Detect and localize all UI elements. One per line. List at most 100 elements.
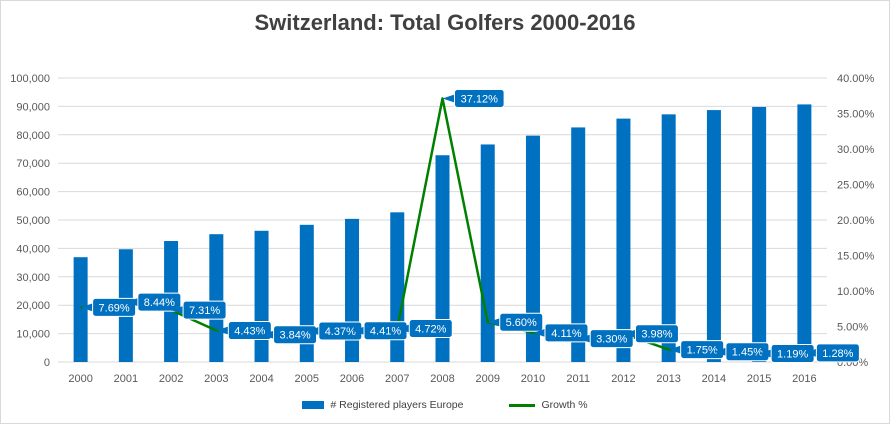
bar (480, 144, 495, 362)
label-box (408, 318, 453, 338)
label-box (544, 323, 589, 343)
bar (435, 155, 450, 362)
bar (571, 127, 586, 362)
growth-data-label: 7.69% (80, 297, 137, 317)
y-right-tick-label: 35.00% (837, 109, 875, 121)
bar (797, 104, 812, 363)
label-box (92, 297, 137, 317)
y-left-tick-label: 100,000 (10, 73, 50, 85)
label-text: 1.45% (732, 347, 763, 359)
label-pointer (352, 326, 365, 335)
label-text: 8.44% (144, 297, 175, 309)
x-tick-label: 2004 (249, 373, 273, 385)
label-pointer (442, 94, 455, 103)
label-pointer (171, 306, 184, 315)
x-tick-label: 2009 (475, 373, 499, 385)
legend-item-growth[interactable]: Growth % (509, 399, 588, 411)
y-left-tick-label: 30,000 (16, 272, 50, 284)
growth-data-label: 7.31% (171, 300, 227, 320)
label-box (815, 343, 860, 363)
chart-legend: # Registered players Europe Growth % (0, 399, 890, 411)
y-left-tick-label: 80,000 (16, 130, 50, 142)
label-text: 4.41% (370, 326, 401, 338)
x-tick-label: 2000 (68, 373, 92, 385)
bar (752, 106, 767, 362)
label-box (634, 324, 679, 344)
bar (254, 230, 269, 362)
growth-data-label: 8.44% (125, 292, 182, 312)
label-pointer (759, 349, 772, 358)
growth-data-label: 1.19% (759, 344, 815, 364)
label-pointer (532, 328, 545, 337)
growth-data-label: 3.30% (578, 329, 634, 349)
legend-item-players[interactable]: # Registered players Europe (302, 399, 463, 411)
label-box (137, 292, 182, 312)
label-box (499, 312, 544, 332)
x-tick-label: 2012 (611, 373, 635, 385)
label-pointer (261, 330, 274, 339)
y-left-tick-label: 50,000 (16, 215, 50, 227)
y-left-tick-label: 0 (44, 357, 50, 369)
bar (661, 114, 676, 363)
label-pointer (80, 303, 93, 312)
x-tick-label: 2006 (340, 373, 364, 385)
bar (73, 257, 88, 362)
label-text: 1.75% (687, 345, 718, 357)
chart-title: Switzerland: Total Golfers 2000-2016 (254, 10, 636, 35)
growth-data-label: 37.12% (442, 88, 505, 108)
y-right-tick-label: 15.00% (837, 251, 875, 263)
x-tick-label: 2003 (204, 373, 228, 385)
label-text: 5.60% (506, 317, 537, 329)
y-right-tick-label: 25.00% (837, 180, 875, 192)
x-tick-label: 2011 (566, 373, 590, 385)
label-box (227, 321, 272, 341)
label-pointer (487, 318, 500, 327)
x-tick-label: 2015 (747, 373, 771, 385)
y-right-tick-label: 30.00% (837, 144, 875, 156)
bar (209, 234, 224, 362)
label-text: 3.30% (596, 334, 627, 346)
growth-data-label: 5.60% (487, 312, 544, 332)
label-text: 37.12% (461, 93, 499, 105)
growth-data-label: 1.28% (804, 343, 860, 363)
label-text: 4.11% (551, 328, 582, 340)
x-tick-label: 2013 (656, 373, 680, 385)
y-right-tick-label: 5.00% (837, 322, 868, 334)
y-right-tick-label: 10.00% (837, 286, 875, 298)
bar (525, 135, 540, 362)
growth-data-label: 4.11% (532, 323, 589, 343)
x-tick-label: 2007 (385, 373, 409, 385)
growth-data-label: 4.37% (306, 321, 363, 341)
x-tick-label: 2014 (702, 373, 726, 385)
label-text: 7.31% (189, 305, 220, 317)
label-pointer (804, 348, 817, 357)
label-pointer (578, 334, 591, 343)
label-text: 3.84% (279, 330, 310, 342)
label-box (589, 329, 634, 349)
y-left-tick-label: 20,000 (16, 300, 50, 312)
bar (345, 218, 360, 362)
x-tick-label: 2016 (792, 373, 816, 385)
label-text: 1.19% (777, 349, 808, 361)
legend-label-players: # Registered players Europe (330, 399, 464, 411)
x-tick-label: 2002 (159, 373, 183, 385)
y-left-tick-label: 70,000 (16, 158, 50, 170)
x-tick-label: 2010 (521, 373, 545, 385)
y-right-tick-label: 20.00% (837, 215, 875, 227)
growth-data-label: 3.98% (623, 324, 679, 344)
legend-label-growth: Growth % (541, 399, 588, 411)
x-tick-label: 2005 (295, 373, 319, 385)
label-box (454, 88, 505, 108)
bar (616, 118, 631, 362)
label-text: 4.37% (325, 326, 356, 338)
label-box (182, 300, 227, 320)
y-left-tick-label: 10,000 (16, 329, 50, 341)
label-text: 3.98% (641, 329, 672, 341)
legend-swatch-bar (302, 401, 325, 409)
legend-swatch-line (509, 403, 536, 407)
label-text: 4.72% (415, 323, 446, 335)
label-pointer (713, 347, 726, 356)
bar (706, 110, 721, 362)
growth-data-label: 1.75% (668, 340, 725, 360)
label-pointer (623, 329, 636, 338)
